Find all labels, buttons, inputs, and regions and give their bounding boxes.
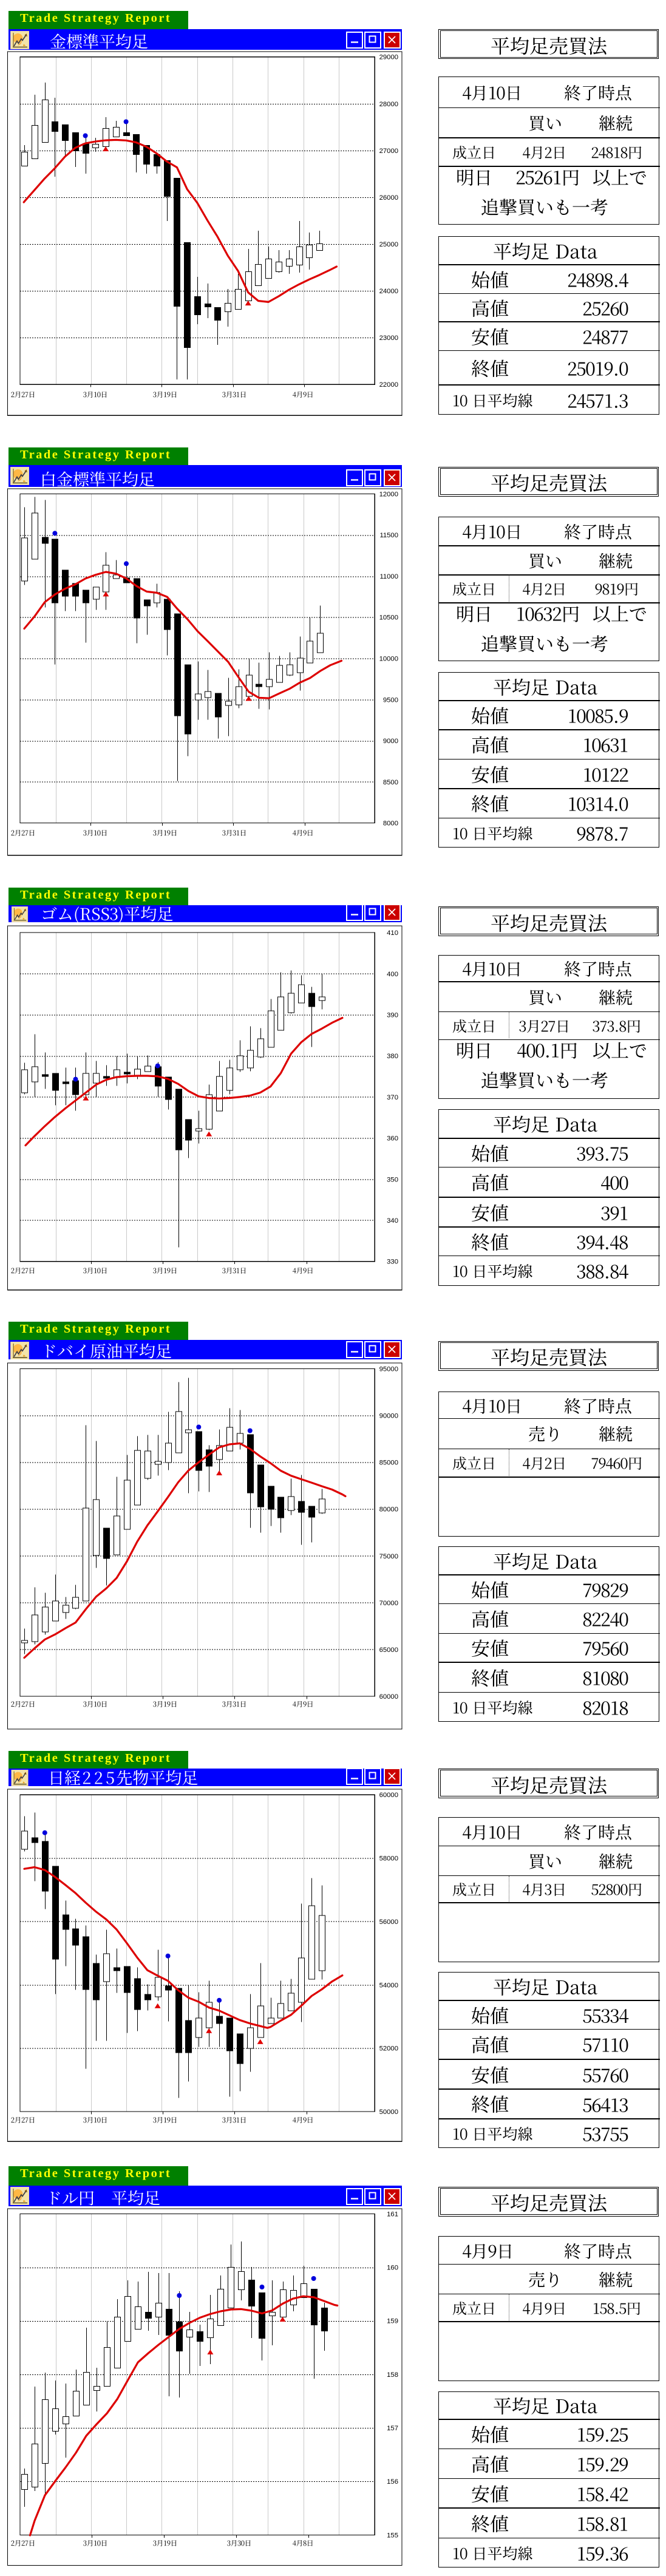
svg-text:11500: 11500 bbox=[379, 532, 398, 539]
svg-text:80000: 80000 bbox=[379, 1506, 398, 1513]
svg-text:23000: 23000 bbox=[379, 335, 398, 342]
svg-text:28000: 28000 bbox=[379, 101, 398, 108]
svg-text:95000: 95000 bbox=[379, 1365, 398, 1373]
svg-text:27000: 27000 bbox=[379, 148, 398, 155]
svg-text:9500: 9500 bbox=[383, 696, 398, 704]
svg-text:350: 350 bbox=[387, 1177, 398, 1184]
svg-text:410: 410 bbox=[387, 929, 398, 937]
svg-text:54000: 54000 bbox=[379, 1982, 398, 1990]
svg-text:60000: 60000 bbox=[379, 1792, 398, 1799]
svg-text:56000: 56000 bbox=[379, 1918, 398, 1926]
svg-text:340: 340 bbox=[387, 1217, 398, 1225]
svg-text:70000: 70000 bbox=[379, 1599, 398, 1606]
svg-text:330: 330 bbox=[387, 1259, 398, 1266]
svg-text:370: 370 bbox=[387, 1094, 398, 1101]
svg-text:11000: 11000 bbox=[379, 573, 398, 580]
svg-text:26000: 26000 bbox=[379, 194, 398, 202]
svg-text:60000: 60000 bbox=[379, 1693, 398, 1700]
svg-text:65000: 65000 bbox=[379, 1646, 398, 1653]
svg-text:90000: 90000 bbox=[379, 1412, 398, 1419]
svg-text:157: 157 bbox=[387, 2425, 398, 2432]
svg-text:158: 158 bbox=[387, 2371, 398, 2379]
svg-text:10000: 10000 bbox=[379, 655, 398, 662]
svg-text:22000: 22000 bbox=[379, 381, 398, 389]
svg-text:58000: 58000 bbox=[379, 1855, 398, 1863]
svg-text:50000: 50000 bbox=[379, 2109, 398, 2116]
svg-text:9000: 9000 bbox=[383, 738, 398, 745]
svg-text:161: 161 bbox=[387, 2211, 398, 2218]
svg-text:390: 390 bbox=[387, 1012, 398, 1019]
svg-text:360: 360 bbox=[387, 1135, 398, 1143]
svg-text:400: 400 bbox=[387, 971, 398, 978]
svg-text:8000: 8000 bbox=[383, 820, 398, 827]
svg-text:8500: 8500 bbox=[383, 778, 398, 786]
svg-text:10500: 10500 bbox=[379, 614, 398, 621]
svg-text:25000: 25000 bbox=[379, 241, 398, 248]
svg-text:159: 159 bbox=[387, 2318, 398, 2325]
svg-text:155: 155 bbox=[387, 2532, 398, 2539]
svg-text:24000: 24000 bbox=[379, 288, 398, 295]
svg-text:52000: 52000 bbox=[379, 2045, 398, 2053]
svg-text:75000: 75000 bbox=[379, 1552, 398, 1560]
svg-text:156: 156 bbox=[387, 2478, 398, 2486]
svg-text:85000: 85000 bbox=[379, 1459, 398, 1466]
svg-text:29000: 29000 bbox=[379, 54, 398, 61]
svg-text:160: 160 bbox=[387, 2265, 398, 2272]
svg-text:380: 380 bbox=[387, 1053, 398, 1061]
svg-text:12000: 12000 bbox=[379, 491, 398, 498]
